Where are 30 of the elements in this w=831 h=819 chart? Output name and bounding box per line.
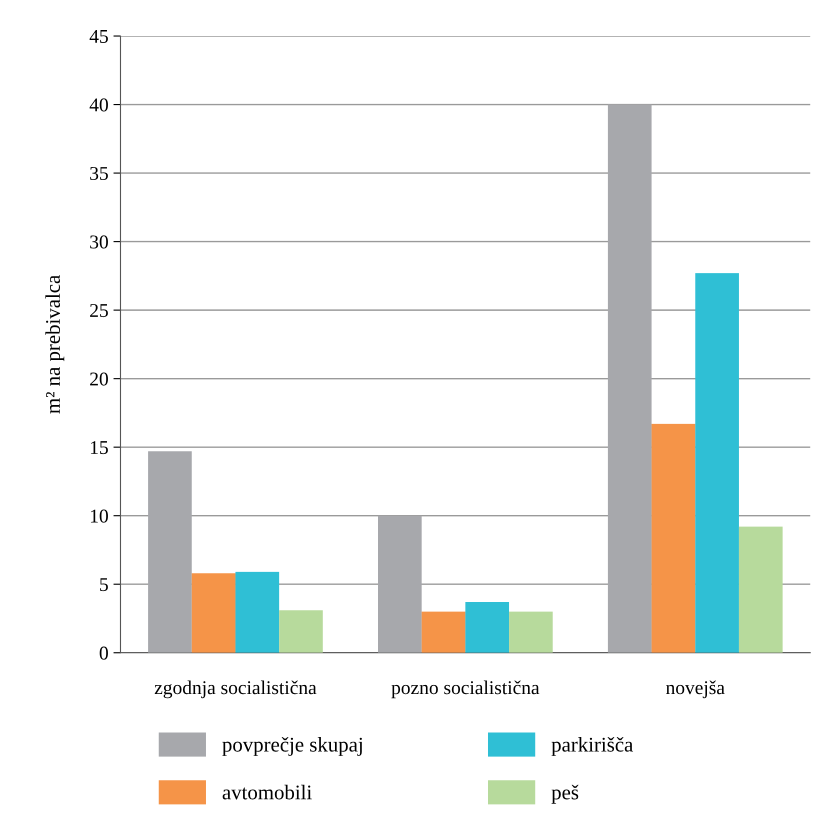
y-tick-label: 20 xyxy=(90,372,108,386)
y-axis-title: m² na prebivalca xyxy=(45,275,64,414)
bar xyxy=(652,424,696,653)
y-tick-label: 40 xyxy=(90,98,108,112)
bar xyxy=(695,273,739,653)
bar xyxy=(738,526,783,653)
y-tick-label: 15 xyxy=(90,441,108,454)
y-tick-label: 30 xyxy=(90,235,108,249)
y-tick-label: 5 xyxy=(100,578,108,592)
legend-label: avtomobili xyxy=(222,784,312,800)
legend-label: povprečje skupaj xyxy=(222,737,362,756)
bar xyxy=(465,602,510,653)
bar xyxy=(192,573,236,653)
y-tick-label: 0 xyxy=(100,646,108,660)
y-tick-label: 10 xyxy=(90,510,108,523)
bar xyxy=(148,451,192,653)
bar xyxy=(608,104,652,653)
bar xyxy=(509,612,553,653)
legend-label: parkirišča xyxy=(552,737,634,756)
x-tick-label: zgodnja socialistična xyxy=(154,680,316,698)
bar xyxy=(279,610,323,653)
y-tick-label: 35 xyxy=(90,166,108,180)
y-tick-label: 25 xyxy=(90,304,108,318)
bar xyxy=(422,612,466,653)
y-tick-label: 45 xyxy=(90,30,108,43)
legend-label: peš xyxy=(552,784,578,804)
x-tick-label: pozno socialistična xyxy=(391,680,540,698)
bar xyxy=(378,516,422,653)
bar xyxy=(235,572,280,653)
x-tick-label: novejša xyxy=(666,680,725,698)
